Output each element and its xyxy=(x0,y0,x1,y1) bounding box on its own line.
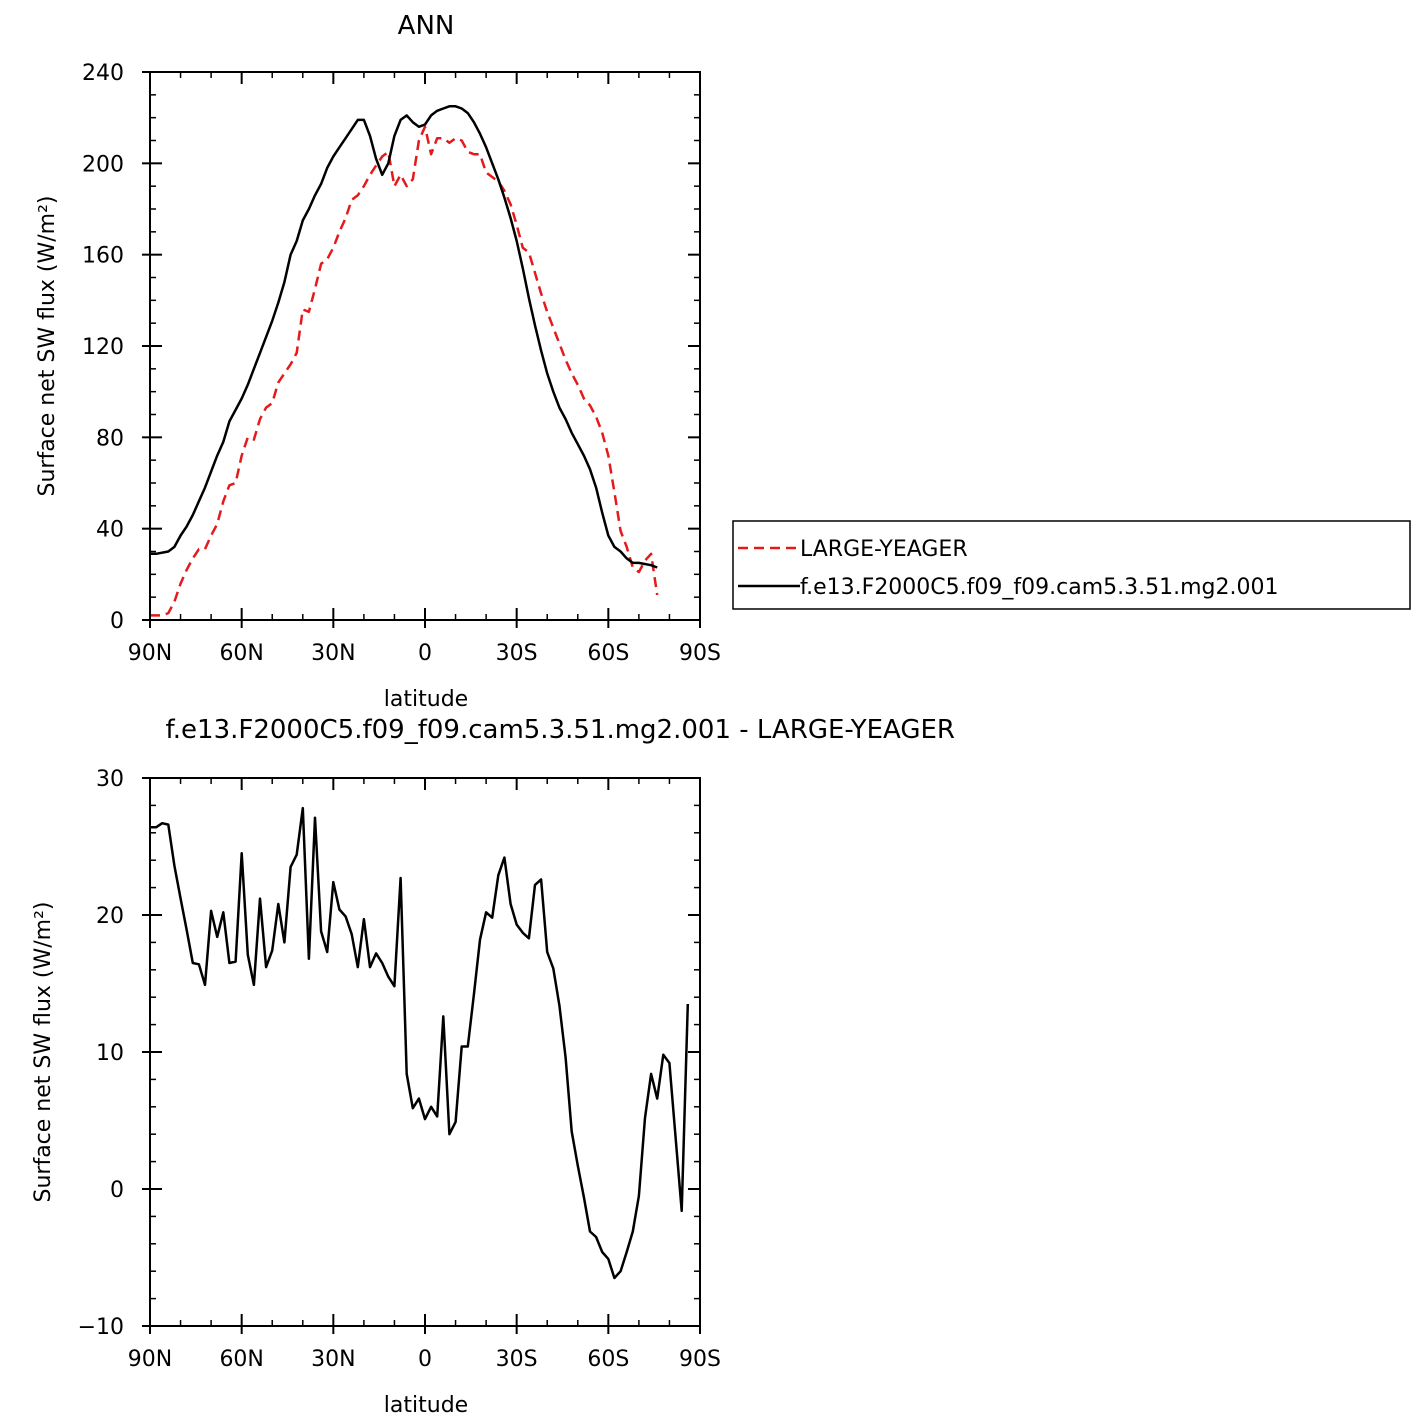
y-tick-label: 30 xyxy=(96,767,124,792)
top-chart-series xyxy=(150,105,659,617)
legend-label-large-yeager: LARGE-YEAGER xyxy=(800,537,968,562)
bottom-chart-xlabel: latitude xyxy=(384,1393,468,1418)
y-tick-label: 120 xyxy=(82,335,124,360)
bottom-chart-series xyxy=(150,806,690,1280)
bottom-chart-frame xyxy=(149,777,701,1327)
y-tick-label: 200 xyxy=(82,152,124,177)
y-tick-label: 0 xyxy=(110,1178,124,1203)
y-tick-label: 40 xyxy=(96,518,124,543)
series-line-1 xyxy=(150,105,658,569)
top-chart-frame xyxy=(149,71,701,621)
legend: LARGE-YEAGER f.e13.F2000C5.f09_f09.cam5.… xyxy=(732,520,1411,610)
top-chart-ticks: 90N 60N 30N 0 30S 60S 90S 0 40 80 120 160 200 240 xyxy=(82,61,721,666)
bottom-chart-title: f.e13.F2000C5.f09_f09.cam5.3.51.mg2.001 … xyxy=(166,715,955,745)
top-chart-title: ANN xyxy=(398,11,455,41)
x-tick-label: 30N xyxy=(311,641,355,666)
x-tick-label: 30S xyxy=(496,641,538,666)
x-tick-label: 60N xyxy=(219,641,263,666)
x-tick-label: 0 xyxy=(418,1347,432,1372)
x-tick-label: 90S xyxy=(679,641,721,666)
y-tick-label: 10 xyxy=(96,1041,124,1066)
x-tick-label: 90N xyxy=(128,1347,172,1372)
top-chart-xlabel: latitude xyxy=(384,687,468,712)
x-tick-label: 30N xyxy=(311,1347,355,1372)
legend-box xyxy=(732,520,1411,610)
y-tick-label: −10 xyxy=(78,1315,124,1340)
x-tick-label: 60N xyxy=(219,1347,263,1372)
x-tick-label: 30S xyxy=(496,1347,538,1372)
legend-label-model: f.e13.F2000C5.f09_f09.cam5.3.51.mg2.001 xyxy=(800,575,1278,600)
series-line-0 xyxy=(150,125,659,617)
y-tick-label: 160 xyxy=(82,244,124,269)
y-tick-label: 240 xyxy=(82,61,124,86)
x-tick-label: 60S xyxy=(587,641,629,666)
y-tick-label: 80 xyxy=(96,426,124,451)
top-chart-ylabel: Surface net SW flux (W/m²) xyxy=(35,195,60,496)
x-tick-label: 0 xyxy=(418,641,432,666)
top-chart: ANN 90N 60N 30N 0 30S 60S 90S 0 40 80 120 160 200 240… xyxy=(35,11,721,712)
bottom-chart-ylabel: Surface net SW flux (W/m²) xyxy=(31,901,56,1202)
bottom-chart-ticks: 90N 60N 30N 0 30S 60S 90S −10 0 10 20 30 xyxy=(78,767,721,1372)
x-tick-label: 60S xyxy=(587,1347,629,1372)
x-tick-label: 90S xyxy=(679,1347,721,1372)
x-tick-label: 90N xyxy=(128,641,172,666)
y-tick-label: 20 xyxy=(96,904,124,929)
series-line-0 xyxy=(150,806,690,1280)
bottom-chart: f.e13.F2000C5.f09_f09.cam5.3.51.mg2.001 … xyxy=(31,715,955,1418)
y-tick-label: 0 xyxy=(110,609,124,634)
